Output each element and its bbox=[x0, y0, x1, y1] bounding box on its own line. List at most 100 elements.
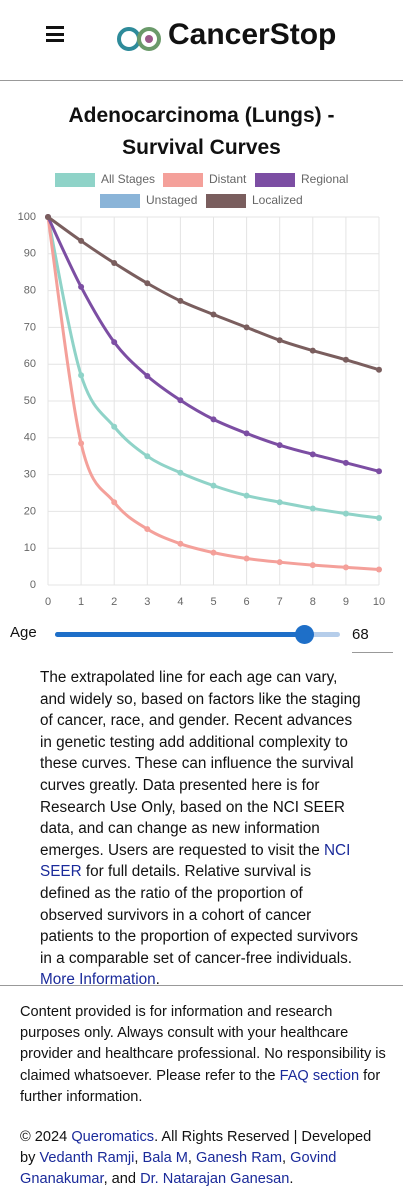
data-point bbox=[144, 526, 151, 533]
x-tick-label: 2 bbox=[111, 596, 117, 608]
legend-swatch bbox=[55, 173, 95, 187]
text: Content provided is for information and … bbox=[20, 1004, 386, 1084]
y-tick-label: 70 bbox=[24, 321, 36, 333]
text: , bbox=[134, 1150, 143, 1167]
data-point bbox=[309, 347, 316, 354]
text: , bbox=[187, 1150, 197, 1167]
y-tick-label: 20 bbox=[24, 505, 36, 517]
x-tick-label: 1 bbox=[78, 596, 84, 608]
copyright: © 2024 Queromatics. All Rights Reserved … bbox=[20, 1127, 390, 1191]
legend-label: Unstaged bbox=[146, 193, 197, 207]
chart-title: Adenocarcinoma (Lungs) - Survival Curves bbox=[68, 104, 335, 159]
text: . bbox=[155, 971, 160, 989]
x-tick-label: 5 bbox=[210, 596, 216, 608]
data-point bbox=[309, 562, 316, 569]
y-tick-label: 60 bbox=[24, 358, 36, 370]
link[interactable]: NCI SEER bbox=[40, 841, 351, 881]
x-tick-label: 6 bbox=[244, 596, 250, 608]
x-tick-label: 8 bbox=[310, 596, 316, 608]
data-point bbox=[210, 311, 217, 318]
description: The extrapolated line for each age can v… bbox=[40, 667, 365, 991]
text: . All Rights Reserved | Developed by bbox=[20, 1129, 372, 1167]
data-point bbox=[144, 280, 151, 287]
series-line bbox=[46, 216, 380, 520]
data-point bbox=[342, 564, 349, 571]
y-tick-label: 80 bbox=[24, 285, 36, 297]
slider-track[interactable] bbox=[55, 632, 340, 637]
data-point bbox=[111, 339, 118, 346]
data-point bbox=[376, 366, 382, 373]
y-tick-label: 30 bbox=[24, 469, 36, 481]
link[interactable]: Bala M bbox=[142, 1150, 188, 1167]
link[interactable]: Ganesh Ram bbox=[196, 1150, 283, 1167]
y-tick-label: 90 bbox=[24, 248, 36, 260]
data-point bbox=[210, 549, 217, 556]
link[interactable]: Dr. Natarajan Ganesan bbox=[140, 1171, 290, 1188]
data-point bbox=[276, 442, 283, 449]
y-tick-label: 0 bbox=[30, 579, 36, 591]
data-point bbox=[78, 237, 85, 244]
data-point bbox=[243, 492, 250, 499]
data-point bbox=[342, 356, 349, 363]
slider-fill bbox=[55, 632, 304, 637]
data-point bbox=[177, 297, 184, 304]
y-tick-label: 50 bbox=[24, 395, 36, 407]
brand[interactable]: CancerStop bbox=[168, 18, 337, 51]
data-point bbox=[376, 468, 382, 475]
text: for further information. bbox=[20, 1067, 381, 1105]
data-point bbox=[111, 260, 118, 266]
legend-label: Regional bbox=[301, 172, 348, 186]
slider-label: Age bbox=[10, 624, 37, 641]
data-point bbox=[78, 283, 85, 290]
text: © 2024 bbox=[20, 1129, 72, 1145]
data-point bbox=[243, 324, 250, 331]
data-point bbox=[111, 499, 118, 506]
data-point bbox=[376, 566, 382, 573]
x-tick-label: 9 bbox=[343, 596, 349, 608]
link[interactable]: More Information bbox=[40, 971, 156, 989]
data-point bbox=[144, 453, 151, 460]
legend-label: Localized bbox=[252, 193, 303, 207]
data-point bbox=[177, 540, 184, 547]
legend-label: All Stages bbox=[101, 172, 155, 186]
link[interactable]: Vedanth Ramji bbox=[39, 1150, 135, 1167]
x-tick-label: 3 bbox=[144, 596, 150, 608]
text: , bbox=[282, 1150, 291, 1167]
link[interactable]: Queromatics bbox=[71, 1129, 155, 1145]
x-tick-label: 4 bbox=[177, 596, 183, 608]
legend-swatch bbox=[206, 194, 246, 208]
data-point bbox=[309, 505, 316, 512]
data-point bbox=[342, 459, 349, 466]
slider-thumb[interactable] bbox=[295, 625, 314, 644]
logo-icon bbox=[117, 27, 161, 51]
data-point bbox=[342, 510, 349, 517]
data-point bbox=[243, 430, 250, 437]
x-tick-label: 0 bbox=[45, 596, 51, 608]
divider bbox=[0, 80, 403, 81]
y-tick-label: 10 bbox=[24, 542, 36, 554]
data-point bbox=[177, 469, 184, 476]
data-point bbox=[309, 451, 316, 458]
menu-button[interactable] bbox=[46, 26, 64, 42]
data-point bbox=[276, 559, 283, 566]
link[interactable]: Govind Gnanakumar bbox=[20, 1150, 337, 1188]
legend-swatch bbox=[255, 173, 295, 187]
data-point bbox=[243, 555, 250, 562]
data-point bbox=[78, 440, 85, 447]
y-tick-label: 100 bbox=[18, 211, 36, 223]
data-point bbox=[111, 423, 118, 430]
text: for full details. Relative survival is d… bbox=[40, 863, 359, 967]
chart: 0 10 20 30 40 50 60 70 80 90 100 0 1 2 3 4 5 6 7 8 9 10 All St… bbox=[18, 172, 385, 608]
y-tick-label: 40 bbox=[24, 432, 36, 444]
age-input[interactable]: 68 bbox=[352, 626, 393, 653]
data-point bbox=[78, 372, 85, 379]
data-point bbox=[45, 214, 51, 220]
link[interactable]: FAQ section bbox=[279, 1067, 360, 1084]
x-tick-label: 7 bbox=[277, 596, 283, 608]
x-tick-label: 10 bbox=[373, 596, 385, 608]
text: The extrapolated line for each age can v… bbox=[40, 669, 361, 859]
disclaimer: Content provided is for information and … bbox=[20, 1002, 390, 1108]
legend-swatch bbox=[100, 194, 140, 208]
text: , and bbox=[103, 1171, 141, 1188]
